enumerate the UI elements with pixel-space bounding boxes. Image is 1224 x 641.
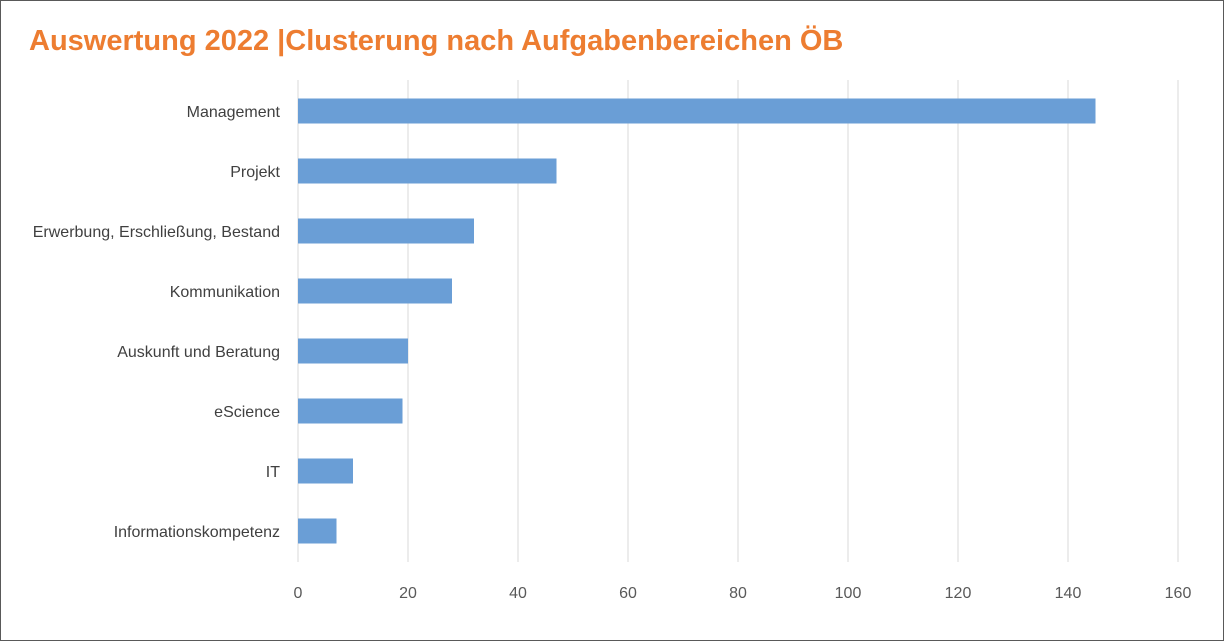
category-label: Erwerbung, Erschließung, Bestand (33, 224, 280, 241)
x-tick-label: 100 (835, 585, 862, 602)
category-label: Kommunikation (170, 284, 280, 301)
category-label: Projekt (230, 164, 280, 181)
bar (298, 218, 474, 244)
category-labels: Management Projekt Erwerbung, Erschließung… (33, 104, 281, 541)
x-tick-label: 20 (399, 585, 417, 602)
bar (298, 458, 353, 484)
category-label: Informationskompetenz (114, 524, 280, 541)
x-tick-label: 160 (1165, 585, 1192, 602)
bars (298, 98, 1096, 544)
x-tick-label: 40 (509, 585, 527, 602)
bar (298, 278, 452, 304)
category-label: eScience (214, 404, 280, 421)
bar (298, 98, 1096, 124)
x-axis-tick-labels: 0 20 40 60 80 100 120 140 160 (294, 585, 1192, 602)
chart-title: Auswertung 2022 |Clusterung nach Aufgabe… (29, 25, 844, 57)
x-tick-label: 80 (729, 585, 747, 602)
x-tick-label: 0 (294, 585, 303, 602)
x-tick-label: 60 (619, 585, 637, 602)
category-label: IT (266, 464, 280, 481)
gridlines (297, 80, 1179, 562)
bar (298, 338, 408, 364)
category-label: Auskunft und Beratung (117, 344, 280, 361)
x-tick-label: 120 (945, 585, 972, 602)
bar (298, 518, 337, 544)
bar (298, 398, 403, 424)
bar (298, 158, 557, 184)
x-tick-label: 140 (1055, 585, 1082, 602)
category-label: Management (187, 104, 281, 121)
